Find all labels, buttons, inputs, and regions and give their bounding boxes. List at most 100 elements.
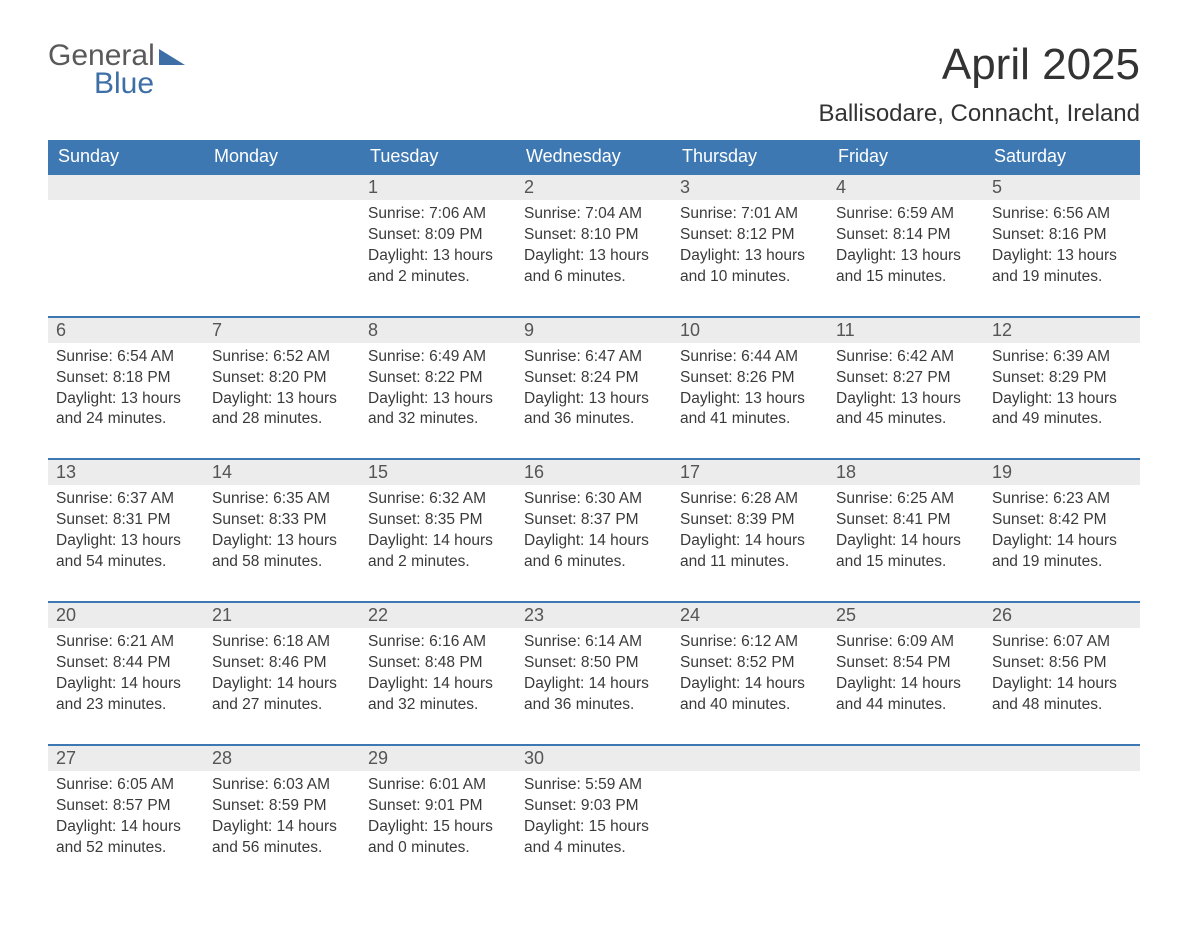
daylight-text: Daylight: 14 hours and 15 minutes.	[836, 531, 976, 573]
daylight-text: Daylight: 15 hours and 0 minutes.	[368, 817, 508, 859]
day-number: 15	[360, 458, 516, 485]
day-cell: 14Sunrise: 6:35 AMSunset: 8:33 PMDayligh…	[204, 458, 360, 601]
day-cell: 12Sunrise: 6:39 AMSunset: 8:29 PMDayligh…	[984, 316, 1140, 459]
daylight-text: Daylight: 13 hours and 15 minutes.	[836, 246, 976, 288]
day-body: Sunrise: 6:05 AMSunset: 8:57 PMDaylight:…	[48, 771, 204, 887]
daylight-text: Daylight: 13 hours and 54 minutes.	[56, 531, 196, 573]
logo-word-2: Blue	[48, 68, 185, 100]
day-body: Sunrise: 6:47 AMSunset: 8:24 PMDaylight:…	[516, 343, 672, 459]
sunset-text: Sunset: 8:44 PM	[56, 653, 196, 674]
daylight-text: Daylight: 14 hours and 40 minutes.	[680, 674, 820, 716]
sunrise-text: Sunrise: 6:44 AM	[680, 347, 820, 368]
sunset-text: Sunset: 8:39 PM	[680, 510, 820, 531]
day-cell	[672, 744, 828, 887]
day-number: 21	[204, 601, 360, 628]
title-block: April 2025 Ballisodare, Connacht, Irelan…	[818, 40, 1140, 140]
day-cell	[828, 744, 984, 887]
daylight-text: Daylight: 13 hours and 49 minutes.	[992, 389, 1132, 431]
sunrise-text: Sunrise: 6:03 AM	[212, 775, 352, 796]
day-number: 26	[984, 601, 1140, 628]
sunset-text: Sunset: 8:24 PM	[524, 368, 664, 389]
day-body: Sunrise: 6:23 AMSunset: 8:42 PMDaylight:…	[984, 485, 1140, 601]
day-cell: 19Sunrise: 6:23 AMSunset: 8:42 PMDayligh…	[984, 458, 1140, 601]
sunset-text: Sunset: 8:20 PM	[212, 368, 352, 389]
sunrise-text: Sunrise: 6:25 AM	[836, 489, 976, 510]
sunset-text: Sunset: 8:50 PM	[524, 653, 664, 674]
sunrise-text: Sunrise: 6:56 AM	[992, 204, 1132, 225]
day-number: 18	[828, 458, 984, 485]
sunset-text: Sunset: 9:01 PM	[368, 796, 508, 817]
day-number	[672, 744, 828, 771]
day-header-row: SundayMondayTuesdayWednesdayThursdayFrid…	[48, 140, 1140, 173]
day-body: Sunrise: 6:54 AMSunset: 8:18 PMDaylight:…	[48, 343, 204, 459]
day-body: Sunrise: 6:25 AMSunset: 8:41 PMDaylight:…	[828, 485, 984, 601]
sunset-text: Sunset: 8:42 PM	[992, 510, 1132, 531]
day-number	[48, 173, 204, 200]
day-cell: 6Sunrise: 6:54 AMSunset: 8:18 PMDaylight…	[48, 316, 204, 459]
daylight-text: Daylight: 13 hours and 32 minutes.	[368, 389, 508, 431]
day-cell: 17Sunrise: 6:28 AMSunset: 8:39 PMDayligh…	[672, 458, 828, 601]
day-body: Sunrise: 6:59 AMSunset: 8:14 PMDaylight:…	[828, 200, 984, 316]
sunrise-text: Sunrise: 6:32 AM	[368, 489, 508, 510]
sunset-text: Sunset: 8:52 PM	[680, 653, 820, 674]
page-title: April 2025	[818, 40, 1140, 90]
day-number: 23	[516, 601, 672, 628]
day-cell: 2Sunrise: 7:04 AMSunset: 8:10 PMDaylight…	[516, 173, 672, 316]
day-number: 17	[672, 458, 828, 485]
day-header: Monday	[204, 140, 360, 173]
daylight-text: Daylight: 13 hours and 28 minutes.	[212, 389, 352, 431]
sunset-text: Sunset: 8:10 PM	[524, 225, 664, 246]
day-number: 8	[360, 316, 516, 343]
sunrise-text: Sunrise: 7:01 AM	[680, 204, 820, 225]
day-cell: 7Sunrise: 6:52 AMSunset: 8:20 PMDaylight…	[204, 316, 360, 459]
day-number: 14	[204, 458, 360, 485]
day-number: 12	[984, 316, 1140, 343]
sunrise-text: Sunrise: 6:59 AM	[836, 204, 976, 225]
day-body: Sunrise: 6:12 AMSunset: 8:52 PMDaylight:…	[672, 628, 828, 744]
daylight-text: Daylight: 13 hours and 58 minutes.	[212, 531, 352, 573]
sunrise-text: Sunrise: 6:07 AM	[992, 632, 1132, 653]
day-body: Sunrise: 6:18 AMSunset: 8:46 PMDaylight:…	[204, 628, 360, 744]
sunset-text: Sunset: 8:41 PM	[836, 510, 976, 531]
day-body: Sunrise: 6:56 AMSunset: 8:16 PMDaylight:…	[984, 200, 1140, 316]
day-cell: 15Sunrise: 6:32 AMSunset: 8:35 PMDayligh…	[360, 458, 516, 601]
day-cell: 27Sunrise: 6:05 AMSunset: 8:57 PMDayligh…	[48, 744, 204, 887]
day-number: 19	[984, 458, 1140, 485]
week-row: 20Sunrise: 6:21 AMSunset: 8:44 PMDayligh…	[48, 601, 1140, 744]
sunrise-text: Sunrise: 7:04 AM	[524, 204, 664, 225]
day-body: Sunrise: 6:07 AMSunset: 8:56 PMDaylight:…	[984, 628, 1140, 744]
day-body: Sunrise: 6:16 AMSunset: 8:48 PMDaylight:…	[360, 628, 516, 744]
daylight-text: Daylight: 14 hours and 2 minutes.	[368, 531, 508, 573]
day-body: Sunrise: 7:01 AMSunset: 8:12 PMDaylight:…	[672, 200, 828, 316]
sunset-text: Sunset: 8:12 PM	[680, 225, 820, 246]
day-cell: 4Sunrise: 6:59 AMSunset: 8:14 PMDaylight…	[828, 173, 984, 316]
sunset-text: Sunset: 8:37 PM	[524, 510, 664, 531]
day-number: 28	[204, 744, 360, 771]
sunrise-text: Sunrise: 6:12 AM	[680, 632, 820, 653]
day-body: Sunrise: 6:52 AMSunset: 8:20 PMDaylight:…	[204, 343, 360, 459]
sunrise-text: Sunrise: 5:59 AM	[524, 775, 664, 796]
daylight-text: Daylight: 13 hours and 10 minutes.	[680, 246, 820, 288]
day-number: 3	[672, 173, 828, 200]
week-row: 6Sunrise: 6:54 AMSunset: 8:18 PMDaylight…	[48, 316, 1140, 459]
day-body: Sunrise: 6:35 AMSunset: 8:33 PMDaylight:…	[204, 485, 360, 601]
day-number: 1	[360, 173, 516, 200]
daylight-text: Daylight: 14 hours and 36 minutes.	[524, 674, 664, 716]
day-cell: 23Sunrise: 6:14 AMSunset: 8:50 PMDayligh…	[516, 601, 672, 744]
day-number: 4	[828, 173, 984, 200]
day-body: Sunrise: 6:28 AMSunset: 8:39 PMDaylight:…	[672, 485, 828, 601]
day-body	[828, 771, 984, 803]
day-body: Sunrise: 6:49 AMSunset: 8:22 PMDaylight:…	[360, 343, 516, 459]
day-body	[204, 200, 360, 232]
sunset-text: Sunset: 8:33 PM	[212, 510, 352, 531]
sunrise-text: Sunrise: 6:23 AM	[992, 489, 1132, 510]
sunset-text: Sunset: 8:54 PM	[836, 653, 976, 674]
week-row: 27Sunrise: 6:05 AMSunset: 8:57 PMDayligh…	[48, 744, 1140, 887]
daylight-text: Daylight: 14 hours and 48 minutes.	[992, 674, 1132, 716]
daylight-text: Daylight: 14 hours and 19 minutes.	[992, 531, 1132, 573]
sunset-text: Sunset: 8:16 PM	[992, 225, 1132, 246]
daylight-text: Daylight: 13 hours and 2 minutes.	[368, 246, 508, 288]
day-number	[984, 744, 1140, 771]
day-body	[672, 771, 828, 803]
sunset-text: Sunset: 8:59 PM	[212, 796, 352, 817]
